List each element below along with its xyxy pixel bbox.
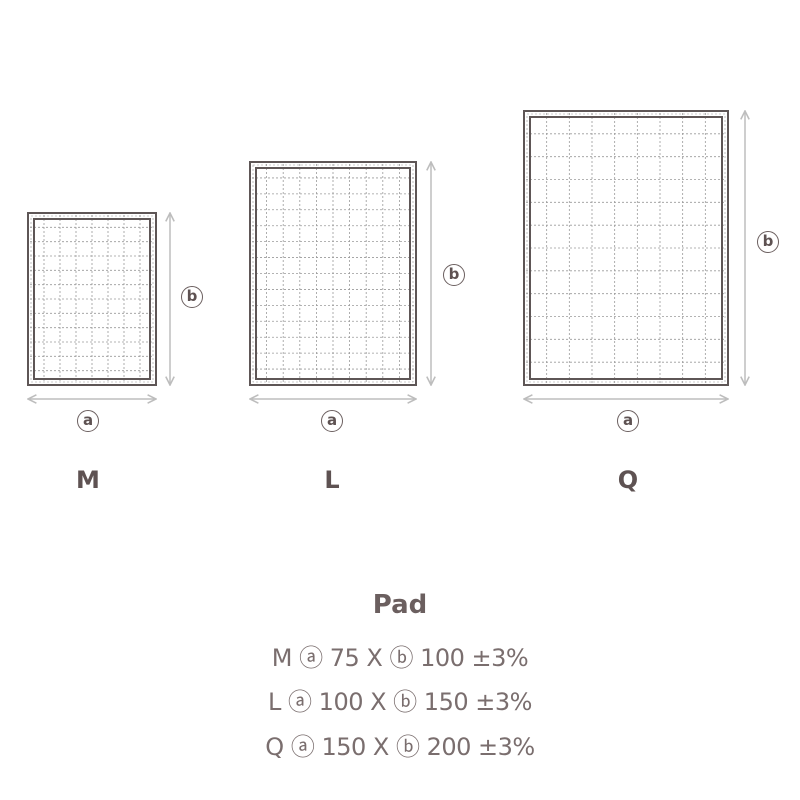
size-label-q: Q xyxy=(617,466,639,494)
pad-edge-stitch-m xyxy=(30,215,154,383)
pad-edge-stitch-q xyxy=(526,113,726,383)
dimension-b-label-q: b xyxy=(757,231,779,253)
pad-inner-border-l xyxy=(255,167,411,380)
spec-line-q: Q ⓐ 150 X ⓑ 200 ±3% xyxy=(265,733,535,761)
pad-inner-border-m xyxy=(33,218,151,380)
dimension-a-label-m: a xyxy=(77,410,99,432)
size-label-m: M xyxy=(76,466,100,494)
pad-inner-border-q xyxy=(529,116,723,380)
dimension-b-label-m: b xyxy=(181,286,203,308)
dimension-a-label-l: a xyxy=(321,410,343,432)
pad-edge-stitch-l xyxy=(252,164,414,383)
spec-title: Pad xyxy=(372,590,428,620)
size-diagram xyxy=(0,0,800,560)
spec-line-l: L ⓐ 100 X ⓑ 150 ±3% xyxy=(268,688,532,716)
dimension-b-label-l: b xyxy=(443,264,465,286)
spec-line-m: M ⓐ 75 X ⓑ 100 ±3% xyxy=(271,644,529,672)
size-label-l: L xyxy=(324,466,340,494)
dimension-a-label-q: a xyxy=(617,410,639,432)
